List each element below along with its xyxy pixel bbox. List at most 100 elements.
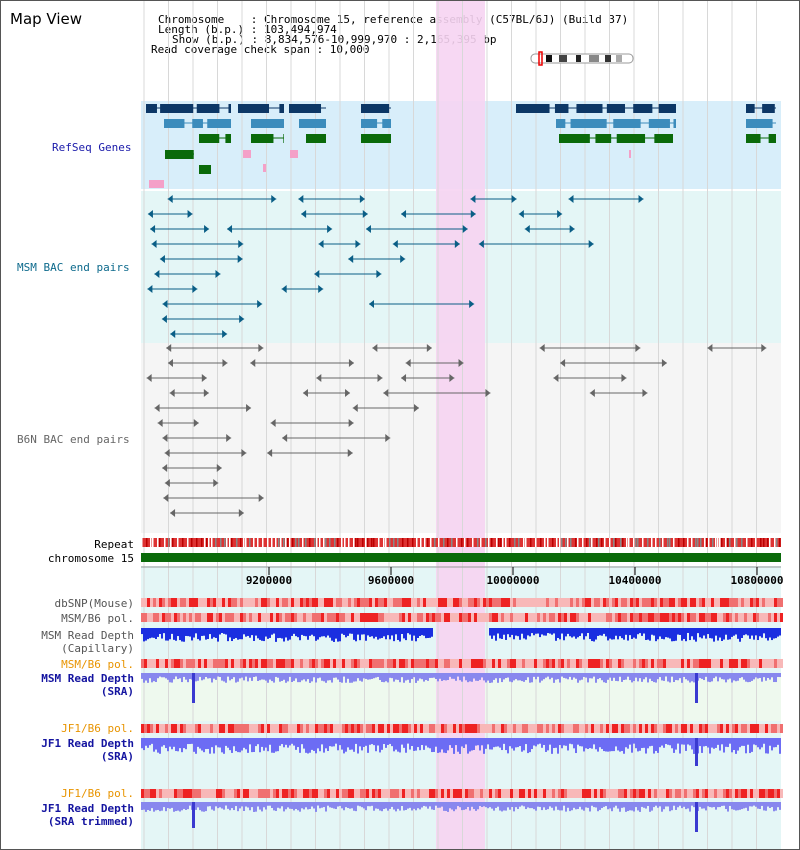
- msm-capillary-depth: [305, 628, 307, 637]
- msm-capillary-depth: [391, 628, 393, 636]
- repeat-mark: [434, 538, 436, 547]
- repeat-mark: [577, 538, 579, 547]
- msm-pol2-heat: [312, 659, 315, 668]
- msm-pol2-heat: [348, 659, 351, 668]
- dbsnp-heat: [222, 598, 225, 607]
- track-label-dbsnp[interactable]: dbSNP(Mouse): [54, 597, 134, 610]
- jf1-pol-heat: [153, 724, 156, 733]
- track-label-jf1-pol-1[interactable]: JF1/B6 pol.: [61, 722, 134, 735]
- jf1-depth: [279, 738, 281, 746]
- msm-capillary-depth: [303, 628, 305, 636]
- jf1-pol-heat: [618, 724, 621, 733]
- msm-pol2-heat: [198, 659, 201, 668]
- track-label-repeat[interactable]: Repeat: [94, 538, 134, 551]
- gene-exon: [746, 134, 761, 143]
- track-label-refseq[interactable]: RefSeq Genes: [52, 141, 132, 154]
- jf1-depth: [373, 738, 375, 746]
- msm-capillary-depth: [513, 628, 515, 640]
- jf1-pol-heat: [522, 724, 525, 733]
- jf1-depth: [433, 738, 435, 752]
- msm-sra-depth: [495, 673, 497, 679]
- jf1-depth: [223, 738, 225, 754]
- msm-pol2-heat: [498, 659, 501, 668]
- track-label-jf1-depth[interactable]: JF1 Read Depth: [41, 737, 134, 750]
- msm-capillary-depth: [221, 628, 223, 633]
- jf1-pol-heat: [324, 724, 327, 733]
- msm-pol-heat: [480, 613, 483, 622]
- msm-pol2-heat: [243, 659, 246, 668]
- msm-pol2-heat: [168, 659, 171, 668]
- jf1-trimmed-depth: [739, 802, 741, 810]
- repeat-mark: [567, 538, 569, 547]
- jf1-pol2-heat: [759, 789, 762, 798]
- jf1-depth: [303, 738, 305, 749]
- jf1-trimmed-depth: [507, 802, 509, 808]
- msm-capillary-depth: [673, 628, 675, 642]
- jf1-pol-heat: [246, 724, 249, 733]
- msm-pol-heat: [453, 613, 456, 622]
- track-label-b6n-bac[interactable]: B6N BAC end pairs: [17, 433, 130, 446]
- msm-sra-depth: [445, 673, 447, 681]
- jf1-trimmed-depth: [259, 802, 261, 810]
- jf1-trimmed-depth: [683, 802, 685, 807]
- dbsnp-heat: [414, 598, 417, 607]
- msm-pol2-heat: [744, 659, 747, 668]
- jf1-depth: [359, 738, 361, 747]
- msm-capillary-depth: [291, 628, 293, 636]
- msm-capillary-depth: [301, 628, 303, 635]
- msm-capillary-depth: [223, 628, 225, 634]
- msm-capillary-depth: [275, 628, 277, 642]
- dbsnp-heat: [594, 598, 597, 607]
- repeat-mark: [763, 538, 765, 547]
- msm-bac-end: [187, 210, 193, 218]
- repeat-mark: [628, 538, 630, 547]
- dbsnp-heat: [354, 598, 357, 607]
- msm-capillary-depth: [571, 628, 573, 638]
- jf1-trimmed-depth: [219, 802, 221, 808]
- track-label-jf1-depth-trimmed[interactable]: JF1 Read Depth: [41, 802, 134, 815]
- jf1-pol-heat: [741, 724, 744, 733]
- msm-sra-depth: [489, 673, 491, 683]
- track-label-chromosome[interactable]: chromosome 15: [47, 552, 134, 565]
- track-label-msm-depth-capillary[interactable]: MSM Read Depth: [41, 629, 134, 642]
- msm-sra-depth: [693, 673, 695, 683]
- track-label-msm-depth-sra[interactable]: MSM Read Depth: [41, 672, 134, 685]
- jf1-pol2-heat: [501, 789, 504, 798]
- dbsnp-heat: [606, 598, 609, 607]
- msm-capillary-depth: [287, 628, 289, 641]
- msm-sra-depth: [259, 673, 261, 681]
- msm-sra-depth: [585, 673, 587, 678]
- msm-pol2-heat: [672, 659, 675, 668]
- dbsnp-heat: [702, 598, 705, 607]
- msm-capillary-depth: [525, 628, 527, 640]
- msm-capillary-depth: [157, 628, 159, 637]
- msm-pol-heat: [258, 613, 261, 622]
- dbsnp-heat: [372, 598, 375, 607]
- msm-capillary-depth: [379, 628, 381, 639]
- msm-pol-heat: [579, 613, 582, 622]
- msm-capillary-depth: [563, 628, 565, 641]
- jf1-pol2-heat: [534, 789, 537, 798]
- track-label-msm-pol-1[interactable]: MSM/B6 pol.: [61, 612, 134, 625]
- dbsnp-heat: [384, 598, 387, 607]
- msm-sra-depth: [195, 673, 197, 682]
- track-label-msm-pol-2[interactable]: MSM/B6 pol.: [61, 658, 134, 671]
- track-label-jf1-pol-2[interactable]: JF1/B6 pol.: [61, 787, 134, 800]
- track-label-msm-bac[interactable]: MSM BAC end pairs: [17, 261, 130, 274]
- ruler-tick-label: 9200000: [246, 574, 292, 587]
- msm-capillary-depth: [315, 628, 317, 641]
- dbsnp-heat: [522, 598, 525, 607]
- msm-sra-depth: [711, 673, 713, 682]
- msm-capillary-depth: [685, 628, 687, 642]
- msm-pol-heat: [564, 613, 567, 622]
- msm-pol-heat: [486, 613, 489, 622]
- jf1-pol-heat: [684, 724, 687, 733]
- jf1-trimmed-depth: [541, 802, 543, 811]
- jf1-trimmed-depth: [261, 802, 263, 812]
- msm-sra-depth: [675, 673, 677, 681]
- msm-pol2-heat: [531, 659, 534, 668]
- jf1-pol2-heat: [240, 789, 243, 798]
- jf1-pol-heat: [711, 724, 714, 733]
- msm-sra-depth: [591, 673, 593, 679]
